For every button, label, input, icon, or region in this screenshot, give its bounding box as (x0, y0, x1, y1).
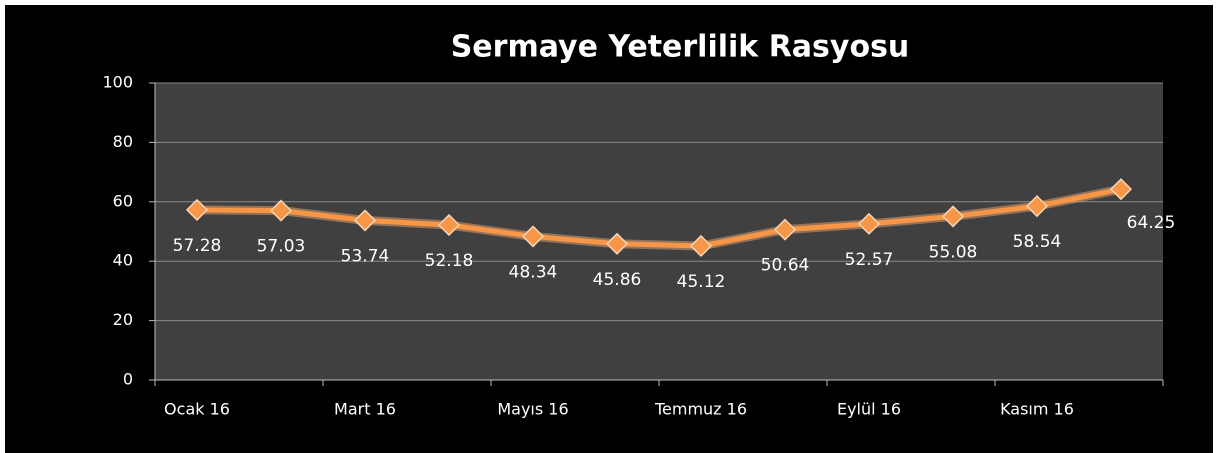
marker (857, 212, 881, 235)
x-tick-label: Temmuz 16 (654, 400, 747, 419)
plot-area (155, 83, 1163, 380)
y-tick-label: 40 (113, 251, 133, 270)
x-tick-label: Ocak 16 (164, 400, 230, 419)
data-label: 52.18 (425, 251, 474, 271)
data-label: 50.64 (761, 256, 810, 276)
marker (605, 232, 629, 255)
marker (773, 218, 797, 241)
y-tick-label: 60 (113, 191, 133, 210)
data-label: 45.12 (677, 272, 726, 292)
x-tick-label: Eylül 16 (837, 400, 901, 419)
x-tick-label: Mart 16 (334, 400, 396, 419)
marker (689, 234, 713, 258)
marker (269, 199, 293, 222)
marker (941, 205, 965, 228)
chart-title: Sermaye Yeterlilik Rasyosu (451, 30, 910, 65)
data-label: 48.34 (509, 262, 558, 282)
y-tick-label: 80 (113, 132, 133, 151)
marker (521, 225, 545, 248)
data-label: 58.54 (1013, 232, 1062, 252)
marker (1109, 178, 1133, 201)
data-label: 53.74 (341, 246, 390, 266)
marker (353, 209, 377, 232)
data-label: 55.08 (929, 242, 978, 262)
data-label: 57.28 (173, 236, 222, 256)
y-tick-label: 0 (123, 370, 133, 389)
y-tick-label: 20 (113, 310, 133, 329)
y-tick-label: 100 (102, 73, 133, 92)
marker (1025, 195, 1049, 218)
data-label: 52.57 (845, 250, 894, 270)
marker (185, 198, 209, 221)
marker (437, 213, 461, 237)
x-tick-label: Kasım 16 (1000, 400, 1074, 419)
line (196, 186, 1122, 249)
data-label: 45.86 (593, 270, 642, 290)
data-label: 64.25 (1127, 213, 1176, 233)
data-label: 57.03 (257, 237, 306, 257)
x-tick-label: Mayıs 16 (497, 400, 568, 419)
